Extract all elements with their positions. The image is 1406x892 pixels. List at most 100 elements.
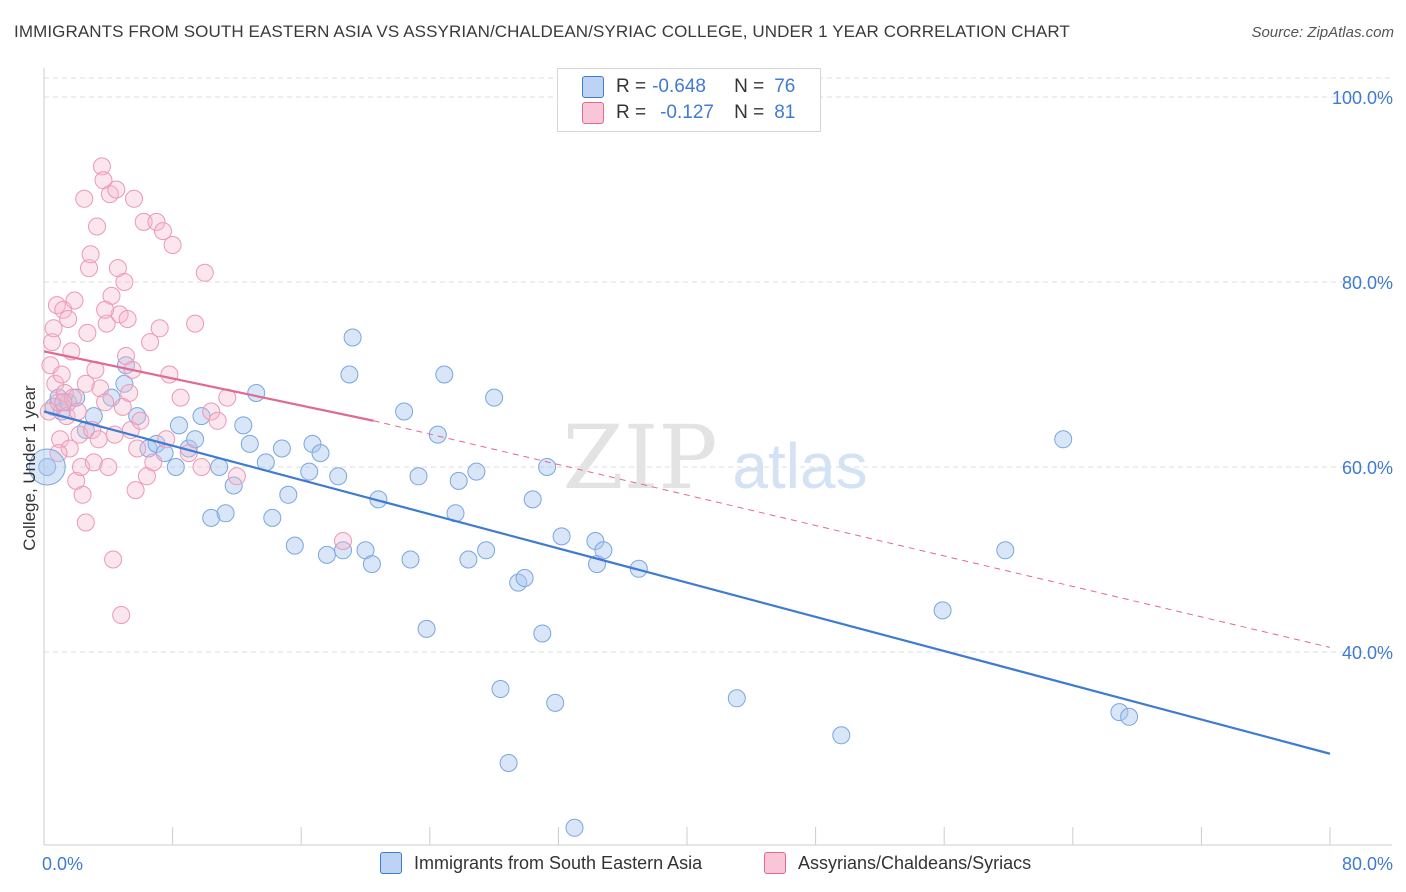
data-point	[59, 310, 78, 328]
data-point	[1054, 430, 1073, 449]
data-point	[88, 217, 106, 236]
data-point	[362, 555, 381, 574]
data-point	[115, 273, 134, 291]
data-point	[208, 411, 227, 430]
y-tick-label: 100.0%	[1332, 88, 1393, 108]
data-point	[334, 532, 352, 550]
data-point	[523, 490, 542, 509]
data-point	[76, 374, 95, 393]
data-point	[538, 458, 557, 476]
data-point	[491, 680, 510, 698]
data-point	[477, 541, 496, 560]
legend-item-pink[interactable]: Assyrians/Chaldeans/Syriacs	[764, 852, 1031, 874]
data-point	[128, 439, 147, 458]
y-tick-label: 40.0%	[1342, 643, 1393, 663]
blue-swatch	[380, 852, 402, 874]
data-point	[38, 458, 57, 476]
data-point	[515, 569, 534, 587]
data-point	[247, 384, 266, 402]
data-point	[118, 310, 137, 328]
data-point	[60, 439, 79, 458]
data-point	[120, 384, 139, 402]
legend-item-blue[interactable]: Immigrants from South Eastern Asia	[380, 852, 702, 874]
gridlines	[44, 77, 1392, 653]
data-point	[76, 513, 95, 532]
data-point	[329, 467, 348, 486]
data-point	[216, 504, 235, 523]
data-point	[96, 393, 115, 412]
data-point	[65, 291, 84, 310]
data-point	[47, 296, 66, 315]
data-point	[449, 471, 468, 490]
data-point	[166, 458, 185, 476]
data-point	[533, 624, 552, 643]
data-point	[311, 444, 330, 463]
data-point	[435, 365, 454, 384]
data-point	[263, 508, 282, 527]
n-value: 76	[774, 76, 796, 97]
chart-title: IMMIGRANTS FROM SOUTH EASTERN ASIA VS AS…	[14, 22, 1070, 41]
watermark-zip: ZIP	[562, 406, 717, 509]
data-point	[996, 541, 1015, 560]
data-point	[202, 402, 221, 421]
data-point	[234, 416, 253, 435]
n-value: 81	[774, 102, 796, 123]
stats-row-pink: R = -0.127 N = 81	[582, 100, 795, 126]
data-point	[340, 365, 359, 384]
data-point	[1120, 707, 1139, 726]
data-point	[68, 402, 87, 421]
watermark: ZIP atlas	[562, 406, 867, 509]
legend-label: Assyrians/Chaldeans/Syriacs	[798, 852, 1032, 873]
pink-swatch	[764, 852, 786, 874]
data-point	[44, 319, 63, 338]
data-point	[334, 541, 352, 560]
data-point	[343, 328, 362, 347]
r-value: -0.127	[660, 102, 714, 123]
data-point	[112, 606, 131, 624]
series-legend: Immigrants from South Eastern Asia Assyr…	[0, 852, 1406, 876]
data-point	[51, 430, 70, 449]
stats-legend: R = -0.648 N = 76 R = -0.127 N = 81	[557, 68, 821, 132]
data-point	[92, 157, 111, 176]
y-tick-label: 80.0%	[1342, 273, 1393, 293]
data-point	[832, 726, 851, 745]
data-point	[552, 527, 571, 546]
stats-row-blue: R = -0.648 N = 76	[582, 74, 795, 100]
data-point	[300, 462, 319, 481]
data-point	[115, 374, 134, 393]
data-point	[63, 388, 82, 407]
data-point	[499, 754, 518, 772]
data-point	[594, 541, 613, 560]
trend-line-pink-dashed	[373, 420, 1331, 648]
trend-lines	[43, 350, 1331, 755]
data-point	[97, 314, 116, 333]
r-label: R =	[616, 76, 647, 97]
data-point	[285, 536, 304, 555]
data-point	[202, 508, 221, 527]
data-point	[80, 259, 98, 278]
data-point	[401, 550, 420, 569]
data-points	[28, 157, 1139, 837]
data-point	[170, 416, 188, 435]
data-point	[210, 458, 229, 476]
data-point	[89, 430, 108, 449]
data-point	[565, 818, 584, 837]
data-point	[428, 425, 447, 444]
trend-line-blue	[43, 410, 1331, 755]
y-tick-label: 60.0%	[1342, 458, 1393, 478]
r-value: -0.648	[652, 76, 706, 97]
data-point	[933, 601, 952, 620]
data-point	[186, 314, 205, 333]
data-point	[141, 333, 160, 352]
data-point	[227, 467, 246, 486]
data-point	[195, 263, 214, 282]
data-point	[727, 689, 746, 708]
data-point	[147, 212, 166, 231]
data-point	[91, 379, 110, 398]
data-point	[52, 365, 71, 384]
data-point	[104, 550, 123, 569]
data-point-large	[28, 448, 66, 486]
data-point	[409, 467, 428, 486]
data-point	[107, 180, 126, 199]
